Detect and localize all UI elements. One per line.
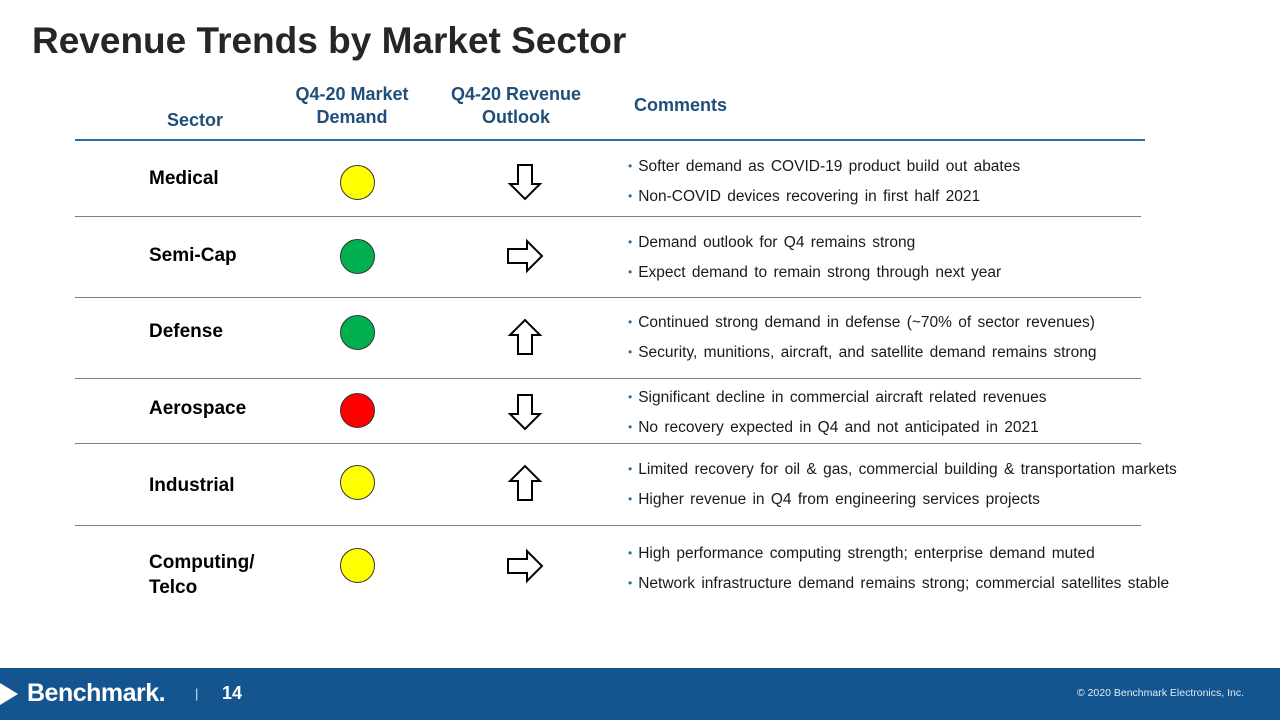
arrow-right-icon	[505, 546, 545, 586]
bullet-icon: •	[628, 235, 633, 249]
comment-item: • Network infrastructure demand remains s…	[628, 569, 1169, 599]
comment-text: Limited recovery for oil & gas, commerci…	[638, 461, 1177, 478]
bullet-icon: •	[628, 345, 633, 359]
sector-industrial-demand-indicator	[340, 465, 375, 500]
header-divider	[75, 139, 1145, 141]
bullet-icon: •	[628, 315, 633, 329]
comment-text: Continued strong demand in defense (~70%…	[638, 314, 1095, 331]
comment-item: • High performance computing strength; en…	[628, 539, 1169, 569]
comment-text: Network infrastructure demand remains st…	[638, 575, 1170, 592]
header-sector: Sector	[166, 110, 224, 130]
row-divider	[75, 378, 1141, 379]
sector-aerospace-demand-indicator	[340, 393, 375, 428]
footer-bar: Benchmark. | 14 © 2020 Benchmark Electro…	[0, 668, 1280, 720]
header-comments: Comments	[634, 95, 728, 115]
slide-title: Revenue Trends by Market Sector	[32, 20, 627, 61]
copyright-notice: © 2020 Benchmark Electronics, Inc.	[1076, 687, 1244, 699]
sector-industrial-label: Industrial	[149, 475, 235, 496]
sector-computing-telco-demand-indicator	[340, 548, 375, 583]
row-divider	[75, 216, 1141, 217]
sector-medical-demand-indicator	[340, 165, 375, 200]
comment-item: • No recovery expected in Q4 and not anti…	[628, 413, 1047, 443]
benchmark-logo-icon	[0, 683, 18, 705]
comment-text: Softer demand as COVID-19 product build …	[638, 158, 1021, 175]
comment-text: Expect demand to remain strong through n…	[638, 264, 1002, 281]
benchmark-logo: Benchmark.	[27, 679, 166, 707]
arrow-down-icon	[505, 392, 545, 432]
bullet-icon: •	[628, 159, 633, 173]
page-number: 14	[222, 683, 243, 703]
comment-text: Significant decline in commercial aircra…	[638, 389, 1047, 406]
bullet-icon: •	[628, 390, 633, 404]
bullet-icon: •	[628, 576, 633, 590]
sector-defense-comments: • Continued strong demand in defense (~70…	[628, 308, 1096, 368]
comment-item: • Softer demand as COVID-19 product build…	[628, 152, 1020, 182]
bullet-icon: •	[628, 546, 633, 560]
comment-text: Demand outlook for Q4 remains strong	[638, 234, 916, 251]
comment-text: High performance computing strength; ent…	[638, 545, 1095, 562]
comment-item: • Higher revenue in Q4 from engineering s…	[628, 485, 1177, 515]
sector-semi-cap-demand-indicator	[340, 239, 375, 274]
row-divider	[75, 443, 1141, 444]
row-divider	[75, 525, 1141, 526]
arrow-down-icon	[505, 162, 545, 202]
arrow-up-icon	[505, 317, 545, 357]
comment-item: • Security, munitions, aircraft, and sate…	[628, 338, 1096, 368]
sector-semi-cap-comments: • Demand outlook for Q4 remains strong • Ex…	[628, 228, 1001, 288]
bullet-icon: •	[628, 265, 633, 279]
row-divider	[75, 297, 1141, 298]
arrow-right-icon	[505, 236, 545, 276]
sector-industrial-comments: • Limited recovery for oil & gas, commerc…	[628, 455, 1177, 515]
comment-text: Non-COVID devices recovering in first ha…	[638, 188, 981, 205]
bullet-icon: •	[628, 492, 633, 506]
bullet-icon: •	[628, 462, 633, 476]
bullet-icon: •	[628, 420, 633, 434]
sector-computing-telco-label: Computing/ Telco	[149, 552, 255, 598]
comment-text: Security, munitions, aircraft, and satel…	[638, 344, 1097, 361]
bullet-icon: •	[628, 189, 633, 203]
footer-separator: |	[195, 686, 199, 701]
sector-aerospace-label: Aerospace	[149, 398, 247, 419]
comment-text: No recovery expected in Q4 and not antic…	[638, 419, 1039, 436]
comment-item: • Non-COVID devices recovering in first h…	[628, 182, 1020, 212]
sector-defense-label: Defense	[149, 321, 223, 342]
header-revenue-outlook: Q4-20 Revenue Outlook	[450, 84, 582, 127]
sector-defense-demand-indicator	[340, 315, 375, 350]
header-market-demand: Q4-20 Market Demand	[295, 84, 409, 127]
sector-medical-comments: • Softer demand as COVID-19 product build…	[628, 152, 1020, 212]
arrow-up-icon	[505, 463, 545, 503]
comment-item: • Continued strong demand in defense (~70…	[628, 308, 1096, 338]
sector-medical-label: Medical	[149, 168, 219, 189]
sector-aerospace-comments: • Significant decline in commercial aircr…	[628, 383, 1047, 443]
sector-computing-telco-comments: • High performance computing strength; en…	[628, 539, 1169, 599]
comment-text: Higher revenue in Q4 from engineering se…	[638, 491, 1040, 508]
sector-semi-cap-label: Semi-Cap	[149, 245, 237, 266]
comment-item: • Demand outlook for Q4 remains strong	[628, 228, 1001, 258]
comment-item: • Expect demand to remain strong through …	[628, 258, 1001, 288]
comment-item: • Limited recovery for oil & gas, commerc…	[628, 455, 1177, 485]
comment-item: • Significant decline in commercial aircr…	[628, 383, 1047, 413]
